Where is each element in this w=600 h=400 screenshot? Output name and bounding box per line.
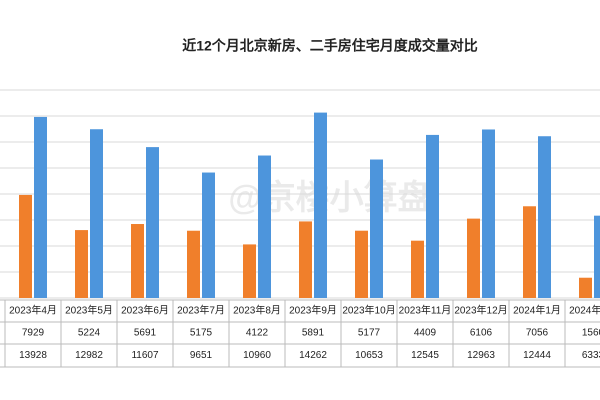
bar	[355, 230, 368, 298]
x-tick-label: 2023年9月	[289, 304, 337, 317]
bar	[258, 155, 271, 298]
table-value: 12982	[75, 350, 103, 361]
table-value: 14262	[299, 350, 327, 361]
x-tick-label: 2023年8月	[233, 304, 281, 317]
bar	[146, 147, 159, 298]
x-tick-label: 2023年4月	[9, 304, 57, 317]
bar	[299, 221, 312, 298]
table-value: 13928	[19, 350, 47, 361]
bar	[482, 129, 495, 298]
table-value: 10960	[243, 350, 271, 361]
table-value: 1560	[582, 328, 600, 339]
x-tick-label: 2023年12月	[454, 304, 507, 317]
x-tick-label: 2024年2月	[569, 304, 600, 317]
table-value: 12444	[523, 350, 551, 361]
bar	[131, 224, 144, 298]
table-value: 9651	[190, 350, 213, 361]
table-value: 10653	[355, 350, 383, 361]
x-tick-label: 2023年6月	[121, 304, 169, 317]
chart-title: 近12个月北京新房、二手房住宅月度成交量对比	[182, 38, 478, 54]
bar	[370, 159, 383, 298]
table-value: 6333	[582, 350, 600, 361]
bar	[426, 134, 439, 298]
bar	[243, 244, 256, 298]
bar	[75, 230, 88, 298]
bar	[314, 112, 327, 299]
bar	[594, 215, 600, 298]
bar	[187, 230, 200, 298]
bar	[202, 172, 215, 298]
table-value: 7929	[22, 328, 45, 339]
table-value: 4122	[246, 328, 269, 339]
table-value: 4409	[414, 328, 437, 339]
table-value: 11607	[131, 350, 159, 361]
bar	[34, 116, 47, 298]
x-tick-label: 2023年11月	[399, 304, 452, 317]
table-value: 5691	[134, 328, 157, 339]
bar	[19, 194, 32, 298]
table-value: 5175	[190, 328, 213, 339]
x-tick-label: 2024年1月	[513, 304, 561, 317]
bar	[90, 129, 103, 298]
table-value: 12545	[411, 350, 439, 361]
bar	[538, 136, 551, 298]
table-value: 5891	[302, 328, 325, 339]
table-value: 5224	[78, 328, 101, 339]
x-tick-label: 2023年10月	[342, 304, 395, 317]
bar	[579, 277, 592, 298]
x-tick-label: 2023年5月	[65, 304, 113, 317]
table-value: 7056	[526, 328, 549, 339]
x-tick-label: 2023年7月	[177, 304, 225, 317]
bar	[467, 218, 480, 298]
bar	[523, 206, 536, 298]
table-value: 5177	[358, 328, 381, 339]
table-value: 12963	[467, 350, 495, 361]
bar	[411, 240, 424, 298]
table-value: 6106	[470, 328, 493, 339]
